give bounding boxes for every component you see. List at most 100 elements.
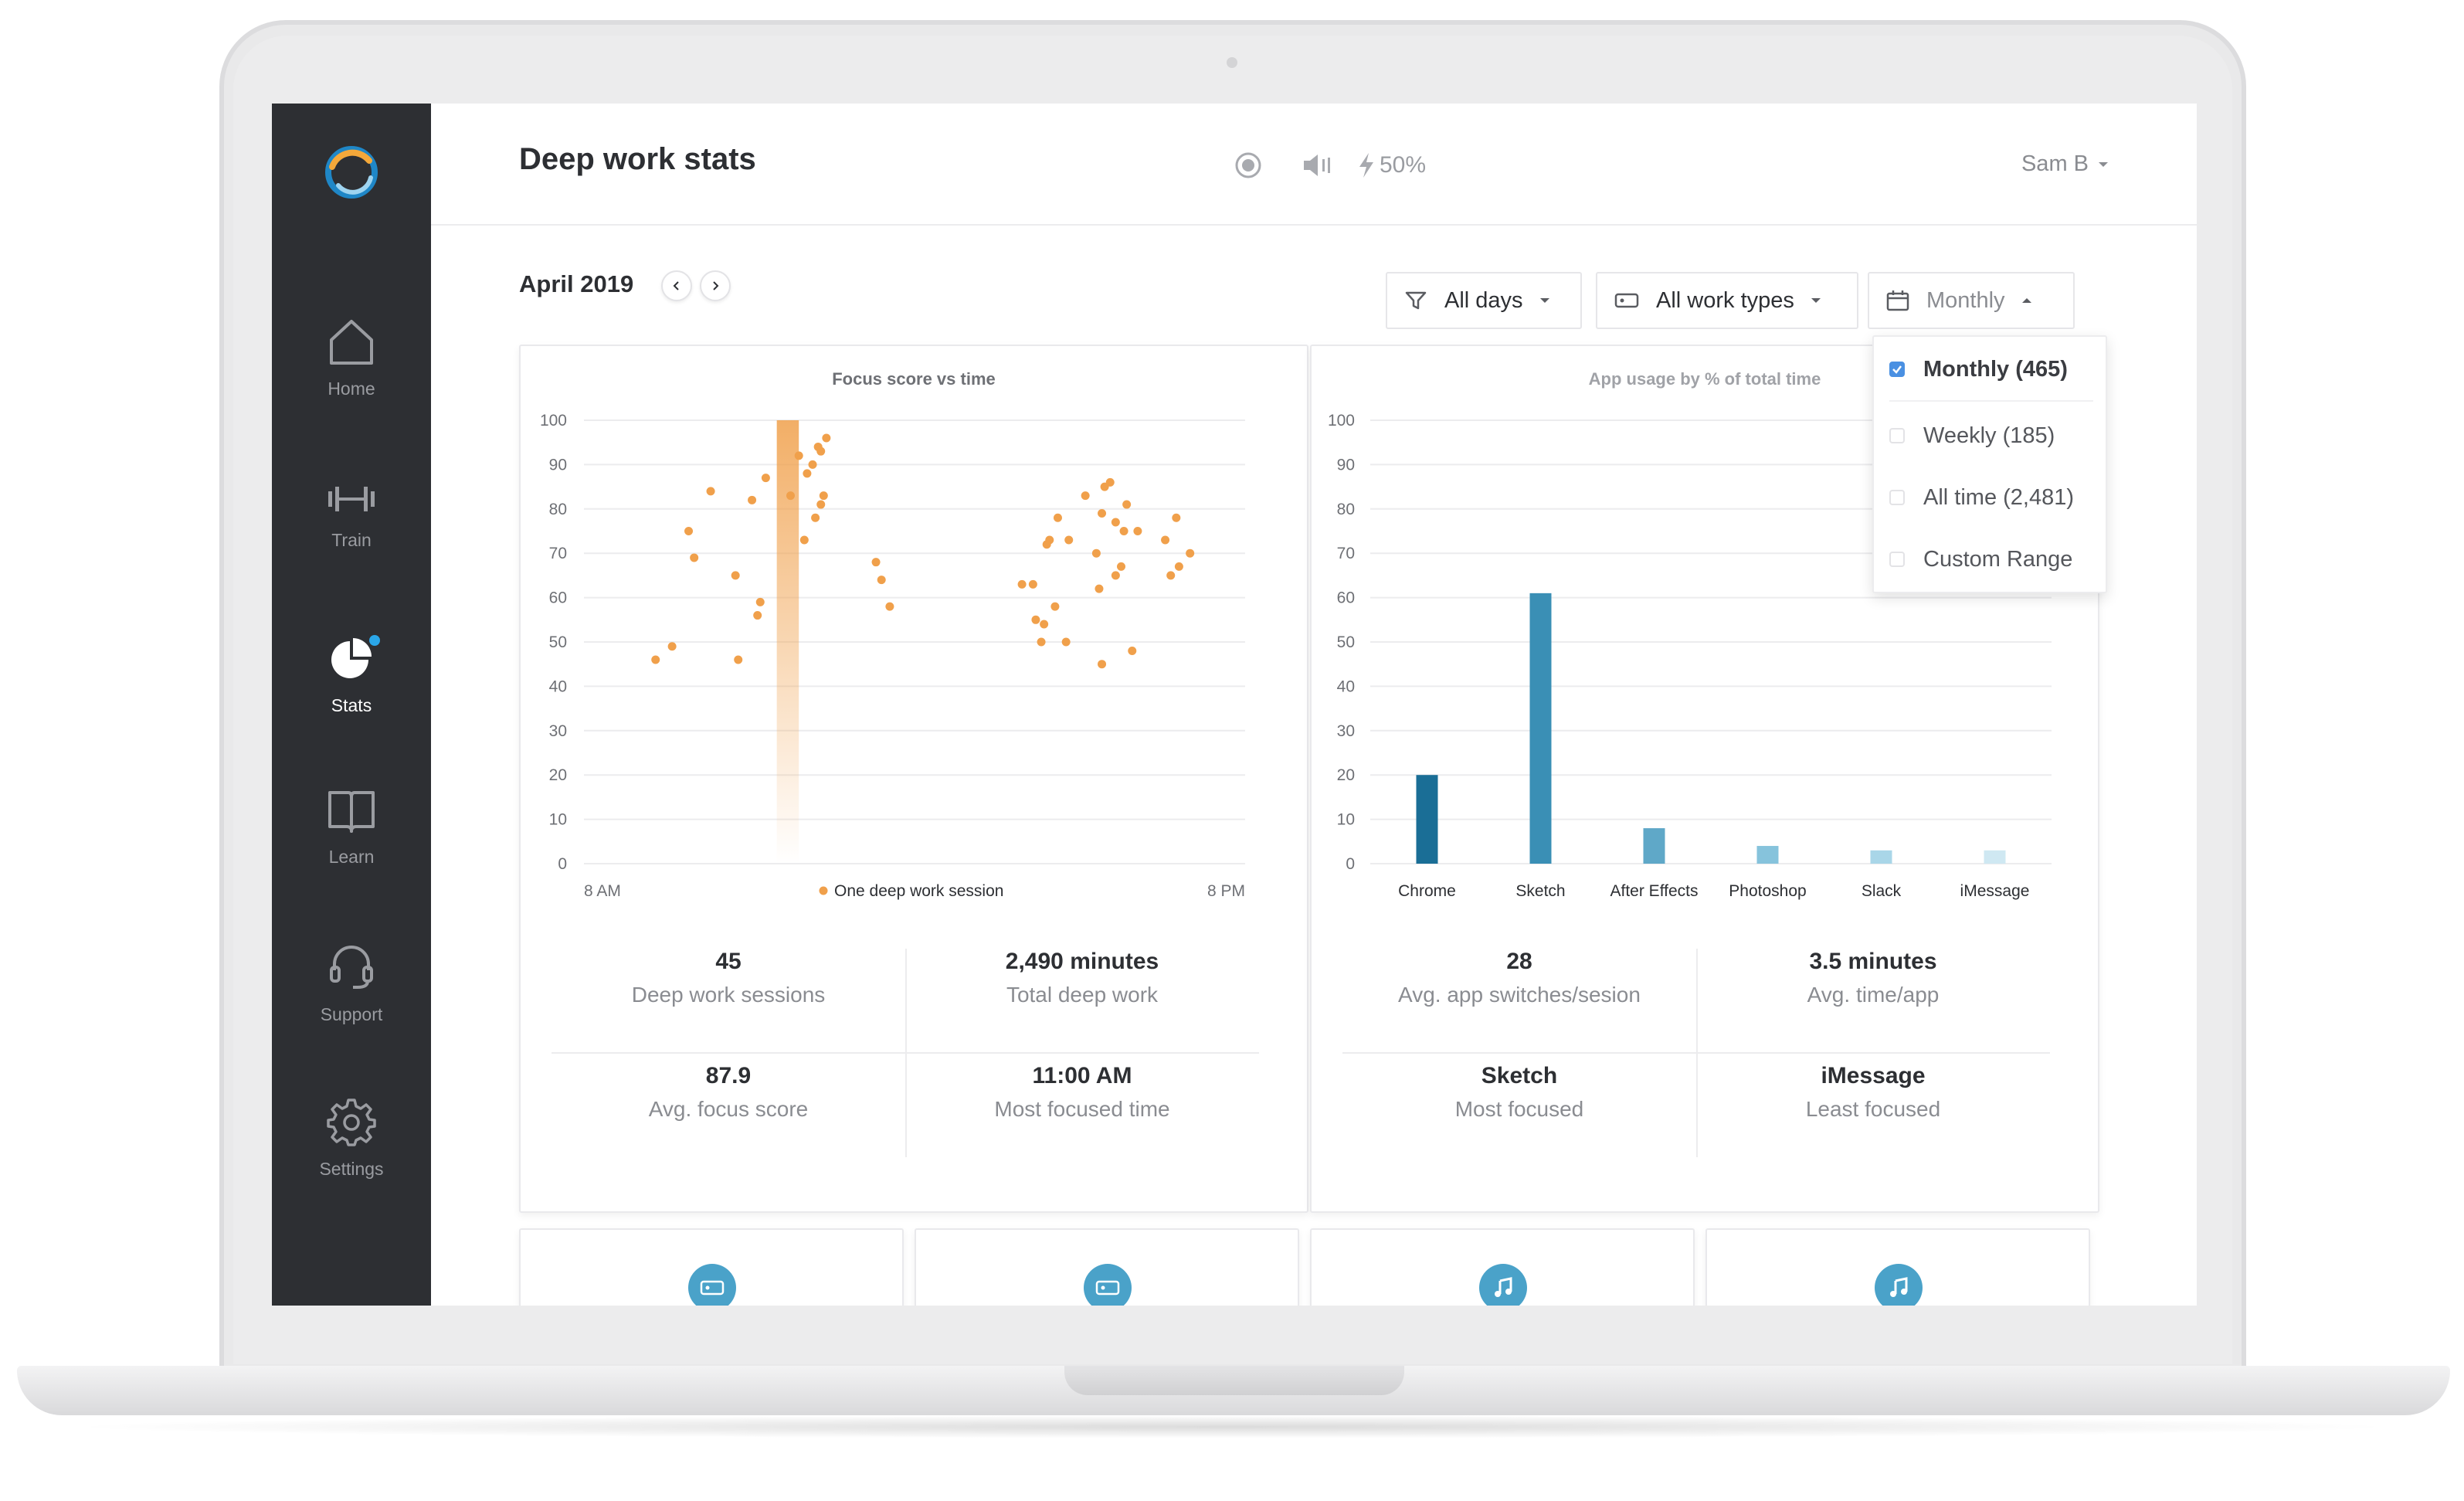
camera: [1227, 57, 1237, 68]
y-tick-label: 50: [1337, 633, 1355, 651]
stat-value: Sketch: [1481, 1063, 1558, 1088]
mini-card[interactable]: [1310, 1228, 1695, 1306]
laptop-shadow: [62, 1415, 2402, 1438]
divider: [552, 1052, 1259, 1054]
scatter-point: [667, 642, 677, 651]
stat-value: 45: [715, 949, 742, 974]
stat-value: 11:00 AM: [1032, 1063, 1132, 1088]
speaker-icon[interactable]: [1301, 151, 1335, 179]
sidebar-item-label: Learn: [328, 847, 375, 867]
y-tick-label: 80: [549, 501, 567, 518]
work-types-filter-label: All work types: [1656, 287, 1794, 313]
bar: [1756, 846, 1779, 864]
scatter-point: [811, 513, 820, 522]
sidebar-item-home[interactable]: Home: [272, 317, 431, 425]
dumbbell-icon: [328, 487, 375, 511]
scatter-point: [808, 460, 817, 469]
sidebar-item-stats[interactable]: Stats: [272, 633, 431, 742]
sidebar-item-learn[interactable]: Learn: [272, 788, 431, 896]
checkmark-icon: [1892, 365, 1902, 374]
bar: [1984, 850, 2006, 864]
scatter-point: [1172, 513, 1181, 522]
scatter-point: [1061, 637, 1071, 647]
days-filter[interactable]: All days: [1386, 272, 1582, 329]
scatter-point: [1028, 579, 1037, 589]
y-tick-label: 100: [540, 412, 567, 430]
focus-scatter-chart: 0 10 20 30 40 50 60 70 80 90 100 8 AM 8 PM One deep w…: [540, 412, 1245, 900]
next-month-button[interactable]: [700, 270, 731, 301]
period-option-custom-range[interactable]: Custom Range: [1874, 528, 2106, 590]
checkbox[interactable]: [1889, 428, 1905, 443]
scatter-point: [1050, 602, 1060, 611]
checkbox[interactable]: [1889, 490, 1905, 505]
chevron-right-icon: [713, 281, 719, 290]
period-option-monthly[interactable]: Monthly (465): [1874, 338, 2106, 400]
stat-most-focused-time: 11:00 AM Most focused time: [905, 1063, 1259, 1163]
mini-card[interactable]: [519, 1228, 904, 1306]
y-tick-label: 40: [1337, 677, 1355, 695]
scatter-point: [1037, 637, 1046, 647]
period-option-weekly[interactable]: Weekly (185): [1874, 405, 2106, 467]
music-note-icon: [1479, 1264, 1527, 1306]
scatter-point: [1186, 548, 1195, 558]
y-tick-label: 30: [1337, 722, 1355, 740]
pie-chart-icon: [331, 638, 372, 678]
stat-value: 3.5 minutes: [1809, 949, 1937, 974]
battery-level: 50%: [1380, 152, 1427, 178]
scatter-point: [690, 553, 699, 562]
scatter-point: [885, 602, 894, 611]
scatter-point: [786, 491, 795, 501]
scatter-point: [1053, 513, 1062, 522]
header: Deep work stats 50% Sam B: [431, 104, 2197, 226]
gear-icon: [327, 1099, 376, 1146]
x-category-label: Chrome: [1398, 882, 1456, 900]
work-types-filter[interactable]: All work types: [1596, 272, 1858, 329]
days-filter-label: All days: [1444, 287, 1523, 313]
scatter-point: [651, 655, 660, 664]
y-tick-label: 100: [1328, 412, 1355, 430]
bar: [1643, 828, 1665, 864]
sidebar-item-train[interactable]: Train: [272, 481, 431, 589]
y-tick-label: 0: [1346, 855, 1355, 873]
x-category-label: Sketch: [1515, 882, 1565, 900]
scatter-point: [1064, 535, 1074, 545]
scatter-point: [816, 500, 826, 509]
mini-card[interactable]: [1705, 1228, 2090, 1306]
bar: [1416, 775, 1438, 864]
x-tick-label: 8 PM: [1207, 882, 1245, 900]
period-filter[interactable]: Monthly: [1868, 272, 2075, 329]
user-menu[interactable]: Sam B: [2021, 151, 2112, 177]
stat-value: 2,490 minutes: [1005, 949, 1159, 974]
caret-up-icon: [2021, 298, 2031, 303]
stat-label: Avg. focus score: [648, 1097, 809, 1121]
mini-card[interactable]: [915, 1228, 1299, 1306]
sidebar-item-settings[interactable]: Settings: [272, 1097, 431, 1205]
sidebar-item-support[interactable]: Support: [272, 942, 431, 1051]
scatter-point: [1174, 562, 1183, 571]
scatter-point: [1105, 477, 1115, 487]
sidebar: Home Train Stats: [272, 104, 431, 1306]
stat-value: 87.9: [705, 1063, 752, 1088]
scatter-point: [1117, 562, 1125, 571]
period-option-all-time[interactable]: All time (2,481): [1874, 467, 2106, 528]
stat-label: Most focused time: [994, 1097, 1170, 1121]
scatter-point: [761, 474, 770, 483]
checkbox[interactable]: [1889, 552, 1905, 567]
y-tick-label: 20: [1337, 766, 1355, 784]
stat-app-switches: 28 Avg. app switches/sesion: [1342, 949, 1696, 1049]
prev-month-button[interactable]: [661, 270, 692, 301]
stat-label: Avg. app switches/sesion: [1398, 983, 1641, 1007]
app-usage-bar-chart: 0 10 20 30 40 50 60 70 80 90 100 Chrome Sketch After …: [1328, 412, 2052, 900]
checkbox-checked[interactable]: [1889, 362, 1905, 377]
legend-label: One deep work session: [834, 882, 1003, 900]
record-icon[interactable]: [1234, 151, 1262, 179]
scatter-point: [748, 495, 757, 504]
filter-icon: [1405, 291, 1427, 310]
y-tick-label: 20: [549, 766, 567, 784]
y-tick-label: 60: [1337, 589, 1355, 607]
sidebar-item-label: Train: [331, 530, 372, 550]
scatter-point: [753, 611, 762, 620]
scatter-point: [819, 491, 828, 501]
ticket-icon: [1084, 1264, 1132, 1306]
ticket-icon: [688, 1264, 736, 1306]
